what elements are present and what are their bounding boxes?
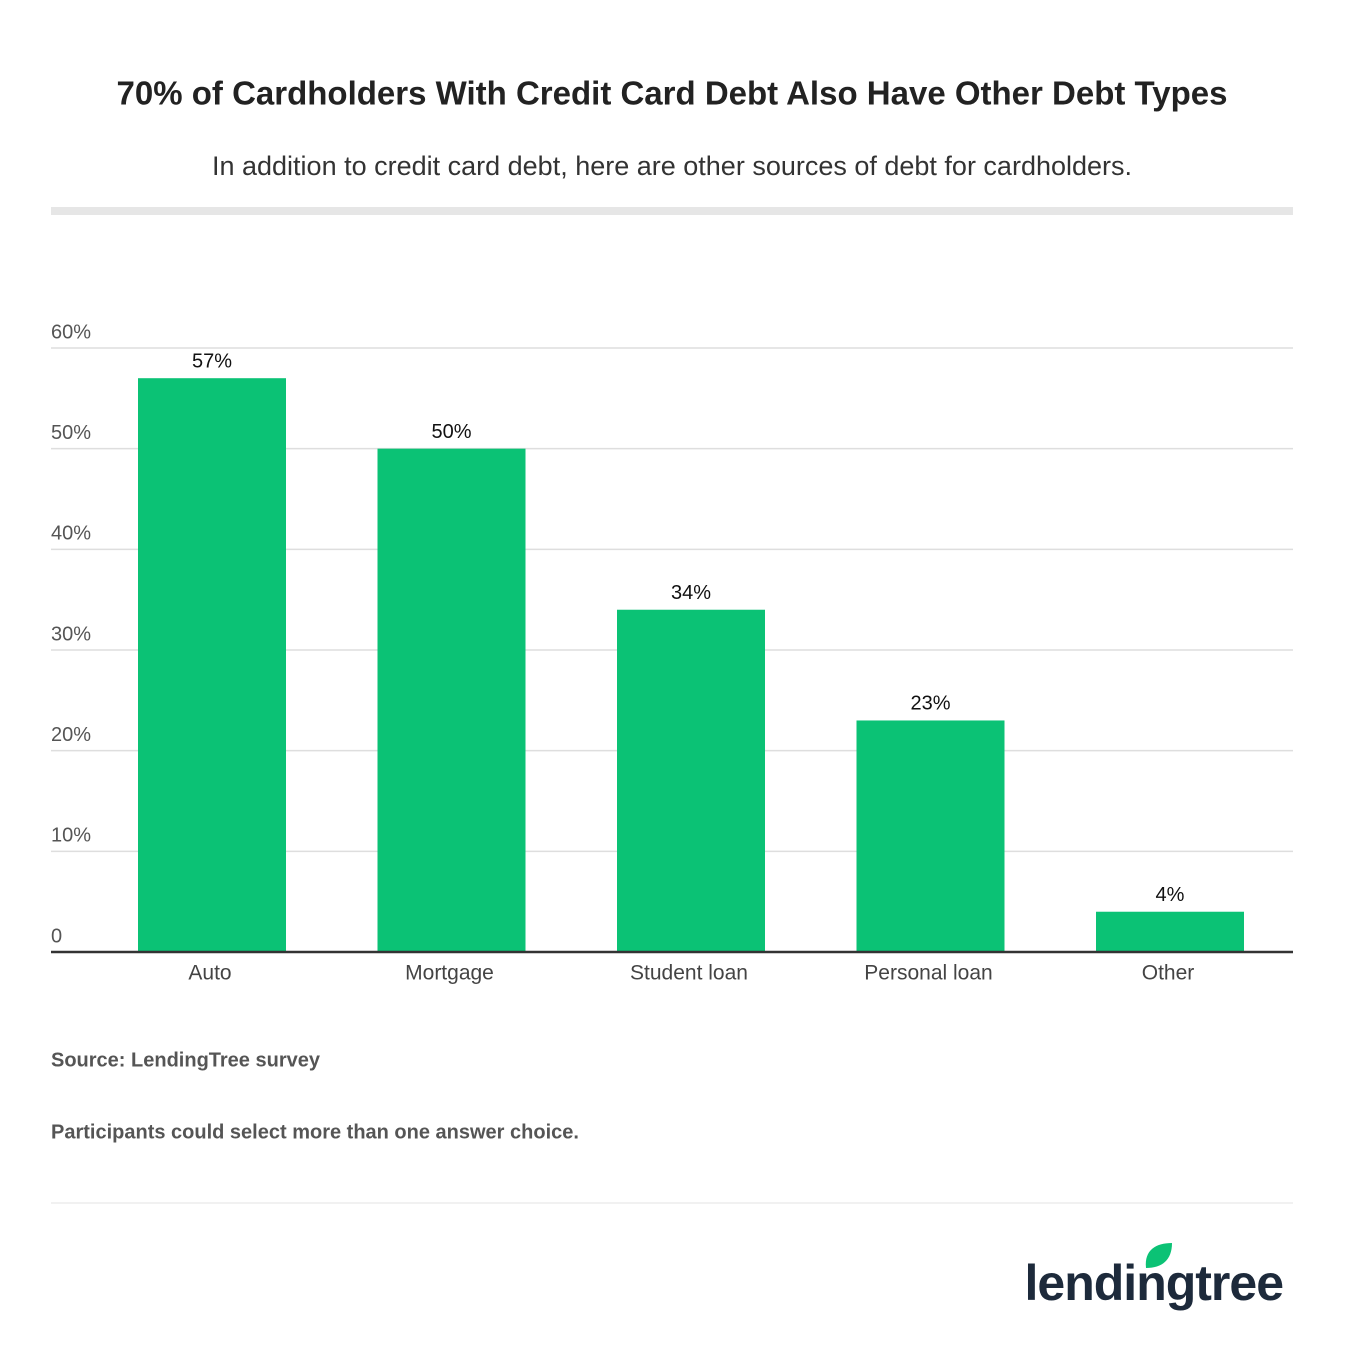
value-label: 57%	[192, 350, 232, 372]
y-tick-label: 0	[51, 925, 62, 947]
y-tick-label: 10%	[51, 825, 91, 847]
value-label: 50%	[431, 421, 471, 443]
header-rule	[51, 207, 1293, 215]
bar	[856, 720, 1005, 952]
y-tick-label: 50%	[51, 422, 91, 444]
value-label: 23%	[910, 693, 950, 715]
x-tick-label: Personal loan	[864, 962, 992, 985]
value-label: 34%	[671, 582, 711, 604]
y-tick-label: 30%	[51, 623, 91, 645]
y-tick-label: 40%	[51, 523, 91, 545]
bar	[617, 609, 765, 952]
note: Participants could select more than one …	[51, 1121, 579, 1143]
bar	[138, 378, 286, 952]
chart-subtitle: In addition to credit card debt, here ar…	[212, 151, 1132, 181]
bar	[1096, 911, 1244, 952]
value-label: 4%	[1156, 884, 1185, 906]
y-tick-label: 20%	[51, 724, 91, 746]
x-tick-label: Other	[1142, 962, 1195, 985]
chart-title: 70% of Cardholders With Credit Card Debt…	[117, 75, 1228, 112]
bar	[377, 448, 526, 952]
x-tick-label: Student loan	[630, 962, 748, 985]
x-tick-label: Mortgage	[405, 962, 494, 985]
logo-leaf	[1145, 1243, 1172, 1268]
x-tick-label: Auto	[188, 962, 231, 985]
logo: lendingtree	[1025, 1255, 1284, 1311]
source: Source: LendingTree survey	[51, 1049, 321, 1071]
y-tick-label: 60%	[51, 321, 91, 343]
